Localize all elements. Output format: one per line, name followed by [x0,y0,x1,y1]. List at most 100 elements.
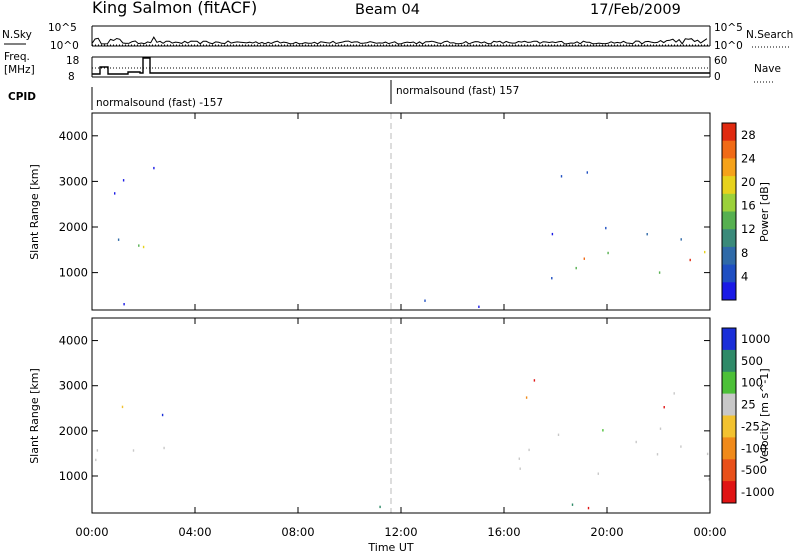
station-title: King Salmon (fitACF) [92,0,257,17]
noise-tick-high: 10^5 [48,22,77,34]
x-tick-label: 12:00 [384,525,417,539]
data-cell [424,299,426,302]
y-tick-label: 3000 [59,379,88,393]
colorbar-tick-label: -25 [741,419,760,433]
x-tick-label: 00:00 [75,525,108,539]
data-cell [571,503,574,506]
velocity-panel: 1000 2000 3000 4000 Slant Range [km] [28,317,711,514]
data-cell [689,258,691,262]
colorbar-tick-label: 1000 [741,332,770,346]
colorbar-swatch [722,481,736,504]
noise-panel: N.Sky 10^5 10^0 10^5 10^0 N.Search [2,22,793,52]
data-cell [551,232,554,236]
nave-label: Nave [754,63,781,75]
data-cell [658,271,661,274]
nave-tick-high: 60 [714,55,727,67]
data-cell [586,171,588,174]
velocity-colorbar-label: Velocity [m s^-1] [758,368,771,463]
colorbar-tick-label: 28 [741,128,756,142]
date-title: 17/Feb/2009 [590,2,681,18]
colorbar-swatch [722,328,736,351]
velocity-data-layer [95,379,710,510]
y-tick-label: 1000 [59,266,88,280]
data-cell [587,506,590,510]
cpid-row: CPID normalsound (fast) -157 normalsound… [8,80,519,110]
noise-tick-high-right: 10^5 [714,22,743,34]
data-cell [602,429,604,432]
power-y-axis: 1000 2000 3000 4000 [59,129,710,280]
data-cell [557,433,560,436]
y-tick-label: 1000 [59,469,88,483]
data-cell [551,277,553,280]
data-cell [656,453,659,456]
x-tick-label: 00:00 [693,525,726,539]
colorbar-swatch [722,282,736,301]
data-cell [646,233,648,236]
y-tick-label: 4000 [59,129,88,143]
colorbar-tick-label: 24 [741,151,756,165]
x-tick-label: 08:00 [281,525,314,539]
data-cell [96,449,99,452]
colorbar-tick-label: 25 [741,398,756,412]
cpid-segment-2: normalsound (fast) 157 [396,85,519,97]
colorbar-swatch [722,264,736,283]
colorbar-swatch [722,176,736,195]
colorbar-frame [721,122,737,301]
beam-title: Beam 04 [355,2,420,18]
data-cell [680,238,682,241]
data-cell [575,266,577,270]
colorbar-swatch [722,140,736,159]
colorbar-swatch [722,123,736,142]
freq-trace [92,57,710,75]
data-cell [478,305,480,308]
data-cell [659,427,662,430]
y-tick-label: 3000 [59,174,88,188]
data-cell [142,245,145,249]
data-cell [138,244,140,247]
data-cell [117,238,120,241]
freq-tick-low: 8 [68,71,75,83]
colorbar-swatch [722,229,736,248]
velocity-y-axis: 1000 2000 3000 4000 [59,334,710,483]
nsky-trace [91,36,708,45]
velocity-ylabel: Slant Range [km] [28,368,41,464]
colorbar-swatch [722,393,736,416]
data-cell [597,472,599,475]
time-axis-label: Time UT [367,541,413,554]
colorbar-frame [721,327,737,504]
colorbar-swatch [722,158,736,177]
freq-tick-high: 18 [66,55,79,67]
data-cell [607,251,609,255]
colorbar-swatch [722,349,736,373]
data-cell [704,250,706,254]
data-cell [163,446,165,450]
colorbar-swatch [722,211,736,230]
y-tick-label: 4000 [59,334,88,348]
data-cell [528,448,530,452]
freq-unit: [MHz] [4,64,35,76]
power-colorbar-label: Power [dB] [758,182,771,242]
data-cell [123,303,125,306]
data-cell [153,166,155,170]
data-cell [519,467,521,470]
data-cell [525,396,528,399]
noise-tick-low-right: 10^0 [714,40,743,52]
y-tick-label: 2000 [59,220,88,234]
time-axis: 00:00 04:00 08:00 12:00 16:00 20:00 00:00 [75,113,727,539]
data-cell [161,413,164,417]
colorbar-swatch [722,437,736,460]
data-cell [680,445,682,448]
colorbar-swatch [722,193,736,212]
nsky-label: N.Sky [2,29,32,41]
data-cell [583,257,585,260]
data-cell [95,458,97,462]
colorbar-tick-label: 12 [741,222,756,236]
data-cell [122,179,125,182]
nsearch-label: N.Search [746,29,793,41]
colorbar-tick-label: -500 [741,463,767,477]
x-tick-label: 20:00 [590,525,623,539]
y-tick-label: 2000 [59,424,88,438]
data-cell [635,440,637,444]
colorbar-tick-label: -100 [741,441,767,455]
